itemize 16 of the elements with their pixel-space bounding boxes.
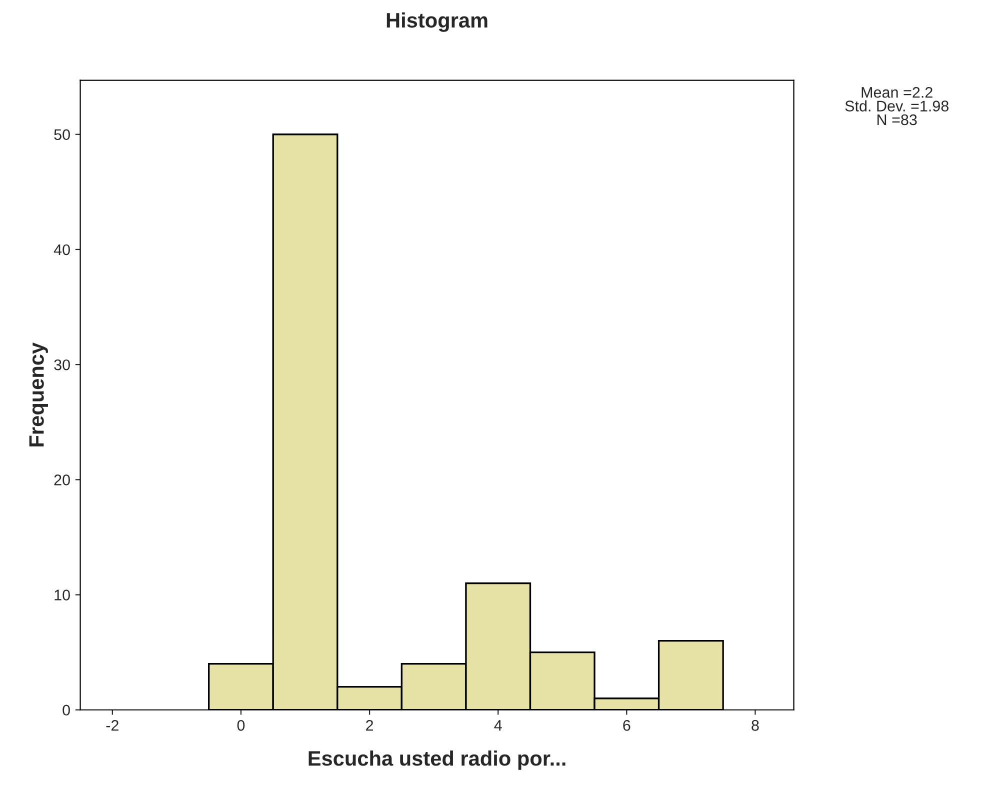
x-tick-label: 0 bbox=[237, 720, 245, 731]
y-tick-label: 40 bbox=[54, 244, 70, 256]
x-tick-label: 2 bbox=[366, 720, 374, 731]
y-tick-label: 30 bbox=[54, 359, 70, 370]
y-axis-title: Frequency bbox=[29, 342, 48, 446]
y-tick-label: 10 bbox=[54, 590, 70, 600]
x-tick-label: 4 bbox=[494, 720, 502, 731]
x-axis-title: Escucha usted radio por... bbox=[308, 750, 566, 770]
y-tick-label: 50 bbox=[54, 129, 70, 140]
y-tick-label: 0 bbox=[62, 704, 70, 716]
chart-title: Histogram bbox=[386, 12, 488, 32]
x-tick-label: -2 bbox=[106, 720, 118, 731]
text: Mean =2.2 Std. Dev. =1.98 N =83 bbox=[845, 86, 948, 126]
x-tick-label: 6 bbox=[623, 720, 630, 731]
y-tick-label: 20 bbox=[54, 474, 70, 486]
x-tick-label: 8 bbox=[752, 720, 759, 731]
